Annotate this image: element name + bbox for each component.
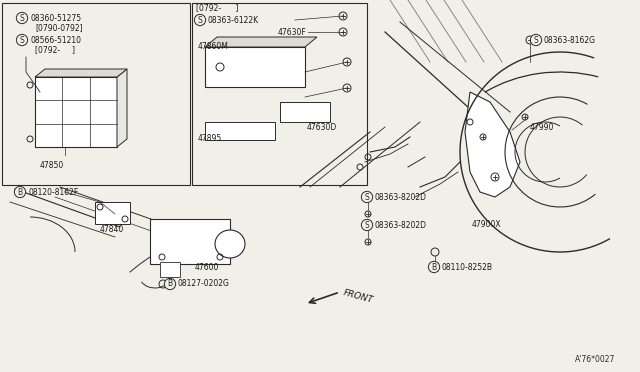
- Text: [0792-     ]: [0792- ]: [35, 45, 75, 55]
- Bar: [160, 262, 180, 277]
- Text: 47990: 47990: [530, 122, 554, 131]
- Polygon shape: [35, 69, 127, 77]
- Bar: [192, 3, 367, 185]
- Text: 08363-8202D: 08363-8202D: [375, 192, 427, 202]
- Text: 47900X: 47900X: [472, 219, 502, 228]
- Bar: [205, 122, 275, 140]
- Text: S: S: [20, 35, 24, 45]
- Bar: [205, 47, 305, 87]
- Text: S: S: [365, 221, 369, 230]
- Polygon shape: [117, 69, 127, 147]
- Text: B: B: [431, 263, 436, 272]
- Bar: [150, 219, 230, 264]
- Bar: [2, 3, 190, 185]
- Text: 08110-8252B: 08110-8252B: [442, 263, 493, 272]
- Text: 08127-0202G: 08127-0202G: [178, 279, 230, 289]
- Bar: [35, 77, 117, 147]
- Polygon shape: [205, 37, 317, 47]
- Text: 08363-8202D: 08363-8202D: [375, 221, 427, 230]
- Text: FRONT: FRONT: [342, 289, 374, 305]
- Bar: [95, 202, 130, 224]
- Text: 08363-6122K: 08363-6122K: [208, 16, 259, 25]
- Text: 08363-8162G: 08363-8162G: [544, 35, 596, 45]
- Text: 08566-51210: 08566-51210: [30, 35, 81, 45]
- Text: 08360-51275: 08360-51275: [30, 13, 81, 22]
- Text: 47840: 47840: [100, 224, 124, 234]
- Text: S: S: [534, 35, 538, 45]
- Text: 47860M: 47860M: [198, 42, 229, 51]
- Text: S: S: [198, 16, 202, 25]
- Text: 08120-8162F: 08120-8162F: [28, 187, 78, 196]
- Text: 47630D: 47630D: [307, 122, 337, 131]
- Text: A'76*0027: A'76*0027: [575, 355, 615, 364]
- Text: 47630F: 47630F: [278, 28, 307, 36]
- Text: [0790-0792]: [0790-0792]: [35, 23, 83, 32]
- Text: S: S: [20, 13, 24, 22]
- Text: S: S: [365, 192, 369, 202]
- Text: 47600: 47600: [195, 263, 220, 272]
- Text: 47895: 47895: [198, 134, 222, 142]
- Polygon shape: [465, 92, 520, 197]
- Text: [0792-      ]: [0792- ]: [196, 3, 238, 13]
- Text: B: B: [168, 279, 173, 289]
- Ellipse shape: [215, 230, 245, 258]
- Text: B: B: [17, 187, 22, 196]
- Bar: [280, 102, 330, 122]
- Text: 47850: 47850: [40, 160, 64, 170]
